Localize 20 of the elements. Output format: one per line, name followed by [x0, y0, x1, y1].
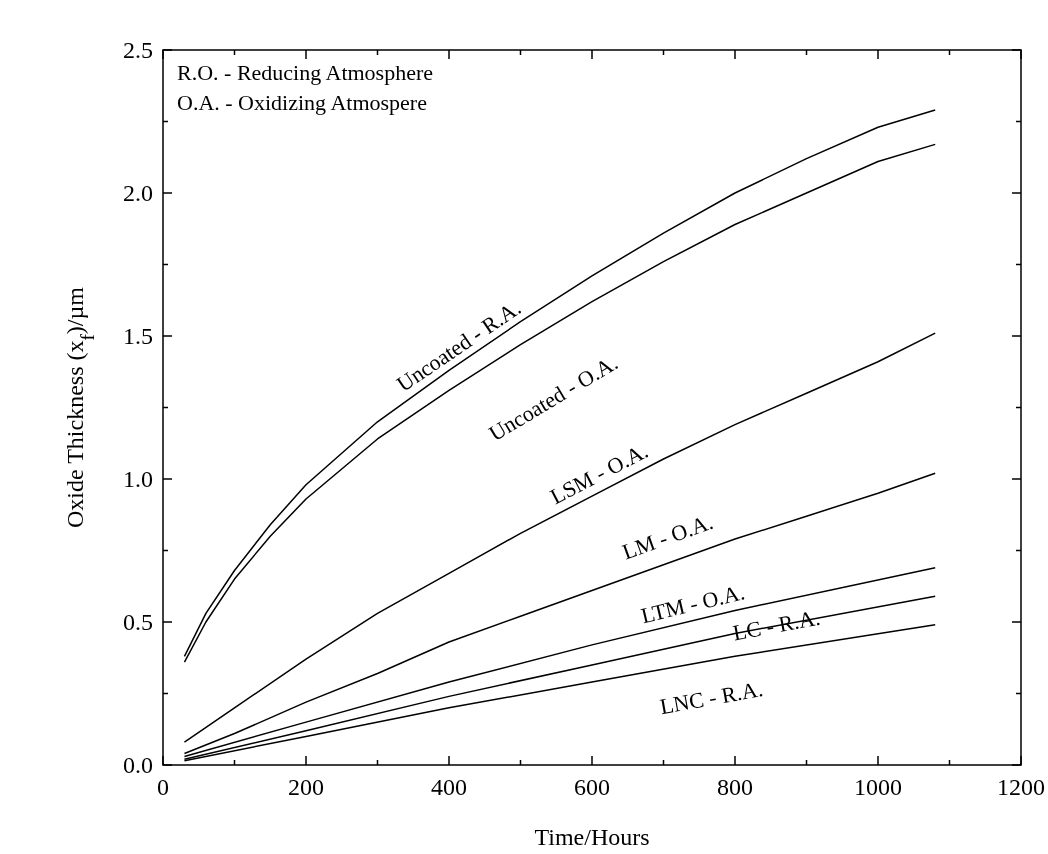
- x-tick-label: 200: [288, 774, 324, 800]
- y-tick-label: 0.5: [123, 609, 153, 636]
- x-tick-label: 1200: [997, 774, 1045, 800]
- y-tick-label: 2.5: [123, 37, 153, 64]
- annotation: LM - O.A.: [619, 508, 717, 565]
- annotation: LNC - R.A.: [658, 676, 765, 720]
- x-tick-label: 400: [431, 774, 467, 800]
- y-tick-label: 2.0: [123, 180, 153, 207]
- y-tick-label: 1.0: [123, 466, 153, 493]
- x-axis-title: Time/Hours: [534, 824, 650, 850]
- x-tick-label: 800: [717, 774, 753, 800]
- annotation: R.O. - Reducing Atmosphere: [177, 60, 434, 85]
- y-tick-label: 1.5: [123, 323, 153, 350]
- x-tick-label: 600: [574, 774, 610, 800]
- annotation: LC - R.A.: [730, 604, 823, 646]
- annotation: O.A. - Oxidizing Atmospere: [177, 90, 427, 115]
- y-tick-label: 0.0: [123, 752, 153, 779]
- x-tick-label: 0: [157, 774, 169, 800]
- x-tick-label: 1000: [854, 774, 902, 800]
- annotation: LSM - O.A.: [546, 437, 652, 510]
